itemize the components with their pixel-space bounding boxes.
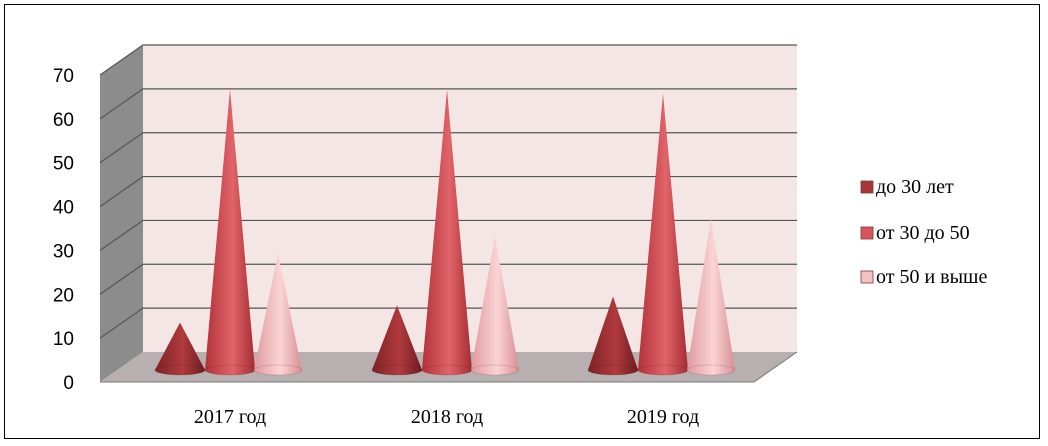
y-tick-label: 60 [53, 110, 74, 131]
gridline [99, 44, 797, 76]
x-tick-label: 2019 год [627, 406, 699, 428]
y-tick-label: 10 [53, 329, 74, 350]
y-tick-label: 0 [63, 373, 74, 394]
cone-body [687, 218, 735, 375]
legend-label: до 30 лет [876, 176, 954, 198]
gridlines [99, 44, 798, 383]
gridline [99, 88, 797, 120]
legend-label: от 30 до 50 [876, 222, 970, 244]
cone-body [422, 89, 472, 375]
cone-body [638, 93, 688, 376]
y-tick-label: 70 [53, 66, 74, 87]
gridline [99, 307, 797, 339]
gridline [99, 175, 797, 208]
cone-body [372, 305, 422, 375]
side-wall [100, 45, 143, 382]
legend-item: от 30 до 50 [860, 222, 970, 244]
cone-base [253, 364, 303, 376]
cones [154, 89, 736, 376]
floor-edge [100, 351, 798, 383]
y-tick-label: 30 [53, 241, 74, 262]
gridline [99, 219, 797, 251]
legend-item: до 30 лет [860, 176, 954, 198]
cone-base [686, 364, 736, 376]
legend-swatch [860, 270, 874, 284]
y-tick-label: 40 [53, 198, 74, 219]
cone-body [254, 253, 302, 375]
y-axis-ticks: 0 10 20 30 40 50 60 70 [53, 66, 74, 394]
gridline [99, 132, 797, 164]
legend-label: от 50 и выше [876, 266, 987, 288]
cone [253, 253, 303, 376]
legend-swatch [860, 180, 874, 194]
x-axis-ticks: 2017 год 2018 год 2019 год [194, 406, 699, 428]
cone-body [588, 296, 638, 375]
legend-swatch [860, 226, 874, 240]
legend: до 30 лет от 30 до 50 от 50 и выше [860, 176, 987, 288]
back-wall [143, 45, 797, 352]
cone [686, 218, 736, 376]
cone-base [470, 364, 520, 376]
x-tick-label: 2017 год [194, 406, 266, 428]
cone [470, 236, 520, 376]
cone-body [205, 89, 255, 375]
x-tick-label: 2018 год [411, 406, 483, 428]
legend-item: от 50 и выше [860, 266, 987, 288]
y-tick-label: 20 [53, 285, 74, 306]
cone-body [471, 236, 519, 375]
gridline [99, 263, 797, 295]
cone-body [155, 322, 205, 375]
y-tick-label: 50 [53, 154, 74, 175]
